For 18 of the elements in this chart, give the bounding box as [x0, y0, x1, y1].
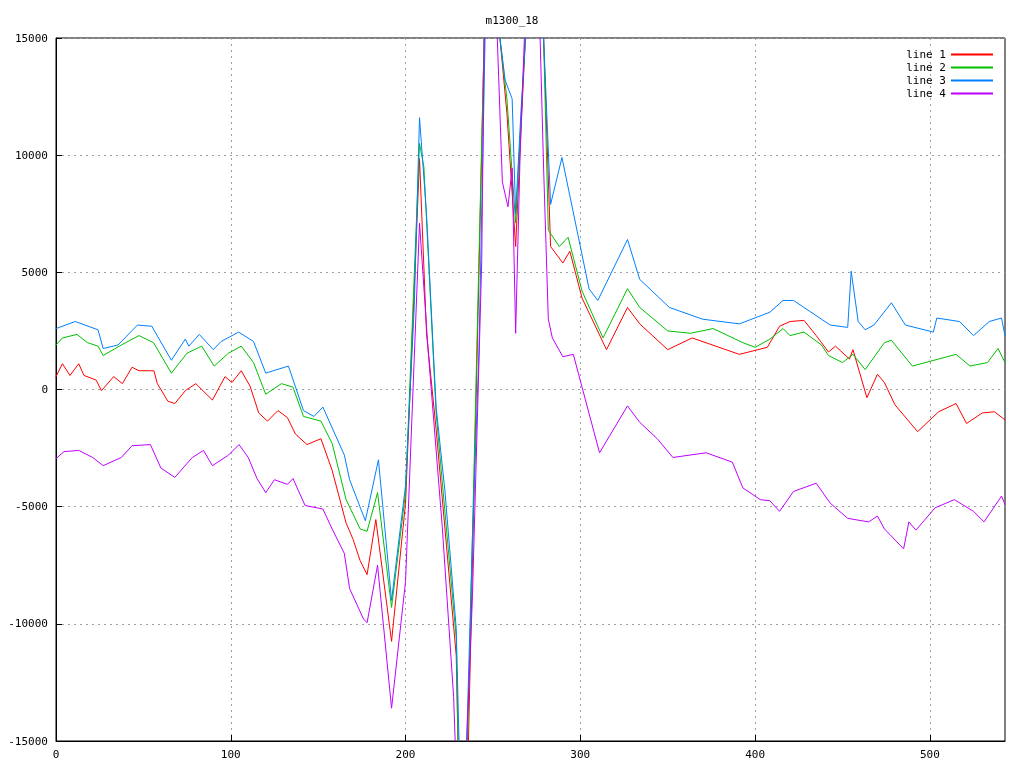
- x-tick-label: 400: [745, 748, 766, 761]
- y-tick-label: 0: [41, 383, 48, 396]
- y-tick-label: 15000: [14, 31, 48, 45]
- legend-label: line 2: [906, 61, 946, 74]
- x-tick-label: 500: [919, 748, 940, 761]
- y-tick-label: -15000: [8, 734, 48, 748]
- x-tick-label: 300: [570, 748, 591, 761]
- x-tick-label: 0: [52, 748, 60, 761]
- y-tick-label: 5000: [21, 265, 48, 279]
- y-tick-label: 10000: [14, 148, 48, 162]
- legend-label: line 1: [906, 48, 946, 61]
- x-tick-label: 200: [395, 748, 416, 761]
- chart-title: m1300_18: [485, 14, 539, 27]
- legend-label: line 3: [906, 74, 946, 87]
- legend-label: line 4: [906, 87, 947, 100]
- x-tick-label: 100: [220, 748, 241, 761]
- y-tick-label: -10000: [8, 617, 48, 631]
- y-tick-label: -5000: [14, 500, 48, 514]
